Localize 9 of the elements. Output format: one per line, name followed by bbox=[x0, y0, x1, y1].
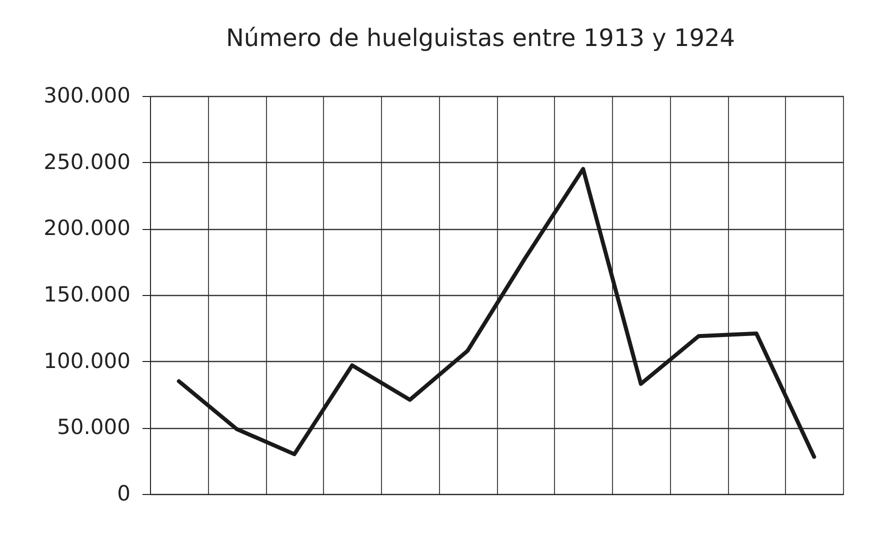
y-tick-label: 300.000 bbox=[44, 84, 130, 108]
y-tick-label: 200.000 bbox=[44, 216, 130, 240]
chart-title: Número de huelguistas entre 1913 y 1924 bbox=[226, 24, 736, 52]
y-tick-label: 250.000 bbox=[44, 150, 130, 174]
y-tick-label: 0 bbox=[117, 482, 130, 506]
line-series bbox=[176, 166, 816, 459]
y-tick-label: 100.000 bbox=[44, 348, 130, 373]
y-tick-label: 150.000 bbox=[44, 282, 130, 306]
y-tick-label: 50.000 bbox=[57, 415, 130, 440]
